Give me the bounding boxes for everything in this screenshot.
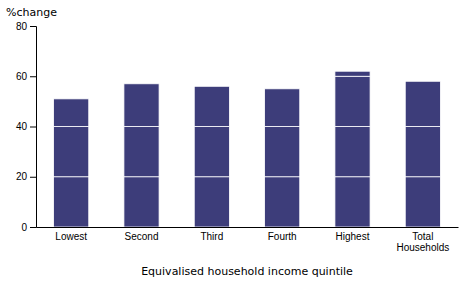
bar bbox=[124, 177, 159, 227]
bar bbox=[194, 86, 229, 126]
bar bbox=[335, 177, 370, 227]
tick-label: 80 bbox=[16, 21, 28, 32]
bar bbox=[405, 81, 440, 82]
bar bbox=[54, 99, 89, 127]
tick: 40 bbox=[16, 121, 36, 132]
tick-label: TotalHouseholds bbox=[396, 231, 449, 253]
tick-label: 60 bbox=[16, 71, 28, 82]
y-axis: 0 20 40 60 80 bbox=[16, 21, 37, 233]
x-axis: Lowest Second Third Fourth Highest TotalHouse… bbox=[37, 228, 459, 254]
axis-line bbox=[30, 27, 37, 228]
tick: Fourth bbox=[268, 231, 297, 242]
bar bbox=[265, 177, 300, 227]
chart: 0 20 40 60 80 Lowest Second Third Fourth Highest T… bbox=[0, 0, 472, 283]
bar bbox=[124, 83, 159, 84]
tick: TotalHouseholds bbox=[396, 231, 449, 253]
bar bbox=[335, 71, 370, 76]
bar bbox=[405, 177, 440, 227]
bar bbox=[124, 84, 159, 127]
tick-label: 40 bbox=[16, 121, 28, 132]
tick-label: Highest bbox=[336, 231, 370, 242]
tick-label: Third bbox=[200, 231, 223, 242]
bar bbox=[265, 89, 300, 127]
tick-label: 20 bbox=[16, 171, 28, 182]
tick-label: Second bbox=[125, 231, 159, 242]
tick: 60 bbox=[16, 71, 36, 82]
tick: 80 bbox=[16, 21, 36, 32]
tick: 20 bbox=[16, 171, 36, 182]
tick: Lowest bbox=[55, 231, 87, 242]
tick: Highest bbox=[336, 231, 370, 242]
bars bbox=[54, 71, 441, 227]
bar bbox=[124, 127, 159, 177]
tick-label: Fourth bbox=[268, 231, 297, 242]
bar bbox=[335, 76, 370, 126]
bar bbox=[194, 86, 229, 87]
bar-series bbox=[54, 127, 441, 177]
bar bbox=[54, 98, 89, 99]
axis-line bbox=[37, 227, 459, 228]
tick-mark bbox=[30, 177, 36, 178]
tick-mark bbox=[30, 127, 36, 128]
bar bbox=[265, 88, 300, 89]
bar-series bbox=[54, 177, 441, 227]
y-axis-title: %change bbox=[6, 6, 57, 19]
tick-mark bbox=[30, 76, 36, 77]
bar bbox=[54, 177, 89, 227]
bar bbox=[265, 127, 300, 177]
tick-mark bbox=[30, 227, 36, 228]
tick-label: 0 bbox=[21, 222, 27, 233]
plot: 0 20 40 60 80 Lowest Second Third Fourth Highest T… bbox=[16, 21, 459, 253]
bar-series bbox=[54, 76, 441, 126]
bar-series bbox=[335, 71, 370, 76]
bar bbox=[54, 127, 89, 177]
bar bbox=[405, 127, 440, 177]
tick: Second bbox=[125, 231, 159, 242]
x-axis-title: Equivalised household income quintile bbox=[141, 265, 353, 278]
tick: 0 bbox=[21, 222, 36, 233]
tick-mark bbox=[30, 26, 36, 27]
bar bbox=[335, 127, 370, 177]
tick: Third bbox=[200, 231, 223, 242]
bar bbox=[194, 177, 229, 227]
bar bbox=[405, 81, 440, 126]
tick-label: Lowest bbox=[55, 231, 87, 242]
bar bbox=[194, 127, 229, 177]
